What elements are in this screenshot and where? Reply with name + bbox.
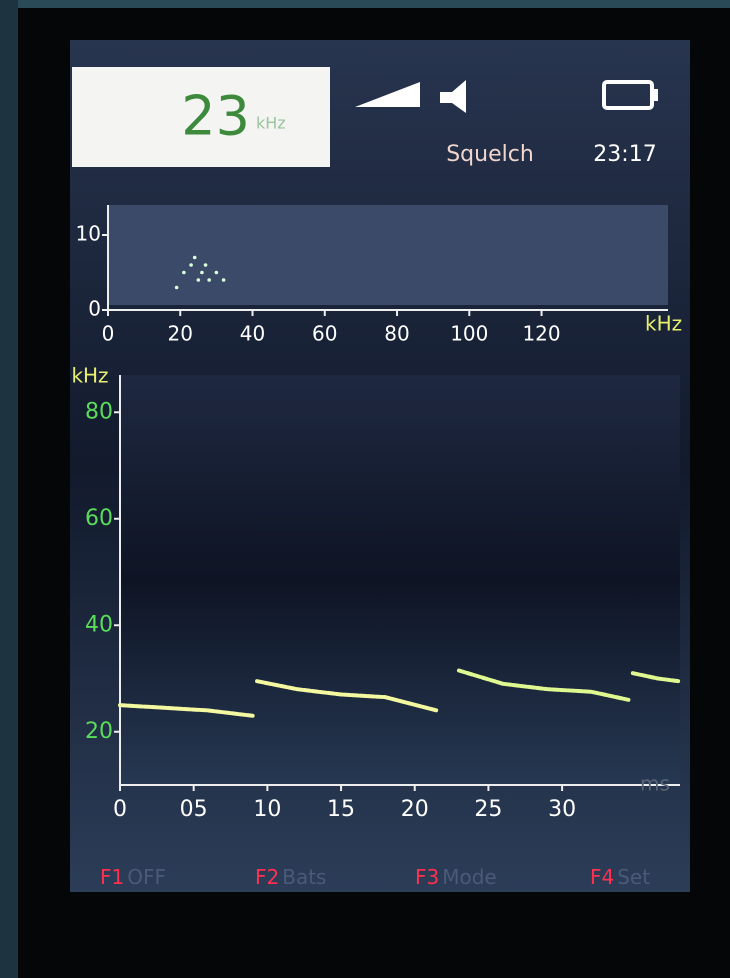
y-tick-label: 40 bbox=[85, 612, 113, 637]
key-label: Set bbox=[617, 865, 650, 889]
point bbox=[200, 271, 204, 275]
y-tick-label: 80 bbox=[85, 399, 113, 424]
x-tick-label: 100 bbox=[450, 322, 488, 346]
bezel-edge bbox=[0, 0, 730, 8]
clock: 23:17 bbox=[593, 142, 656, 167]
x-tick-label: 20 bbox=[168, 322, 193, 346]
point bbox=[204, 263, 208, 267]
x-tick-label: 15 bbox=[327, 797, 355, 822]
point bbox=[207, 278, 211, 282]
x-tick-label: 30 bbox=[548, 797, 576, 822]
y-tick-label: 10 bbox=[76, 222, 101, 246]
key-label: Mode bbox=[442, 865, 497, 889]
key-name: F2 bbox=[255, 865, 279, 889]
y-axis-label: kHz bbox=[71, 364, 108, 388]
x-tick-label: 05 bbox=[180, 797, 208, 822]
y-tick-label: 60 bbox=[85, 506, 113, 531]
x-tick-label: 10 bbox=[253, 797, 281, 822]
key-name: F4 bbox=[590, 865, 614, 889]
x-tick-label: 0 bbox=[113, 797, 127, 822]
bezel-edge bbox=[0, 0, 18, 978]
status: Squelch bbox=[446, 142, 534, 167]
key-label: Bats bbox=[282, 865, 326, 889]
x-tick-label: 0 bbox=[102, 322, 115, 346]
y-tick-label: 0 bbox=[88, 297, 101, 321]
x-tick-label: 120 bbox=[522, 322, 560, 346]
frequency-unit: kHz bbox=[256, 114, 286, 133]
key-name: F3 bbox=[415, 865, 439, 889]
x-tick-label: 40 bbox=[240, 322, 265, 346]
key-name: F1 bbox=[100, 865, 124, 889]
x-tick-label: 60 bbox=[312, 322, 337, 346]
x-tick-label: 25 bbox=[474, 797, 502, 822]
point bbox=[182, 271, 186, 275]
x-tick-label: 20 bbox=[401, 797, 429, 822]
key-label: OFF bbox=[127, 865, 166, 889]
point bbox=[193, 256, 197, 260]
device-screen: 23 kHz Squelch 23:17 F1OFF F2Bats F3Mode F4… bbox=[0, 0, 730, 978]
point bbox=[222, 278, 226, 282]
page: 23 kHz Squelch 23:17 F1OFF F2Bats F3Mode F4… bbox=[0, 0, 730, 978]
frequency: 23 bbox=[181, 85, 250, 148]
point bbox=[215, 271, 219, 275]
point bbox=[175, 286, 179, 290]
battery-tip bbox=[652, 89, 658, 101]
x-tick-label: 80 bbox=[384, 322, 409, 346]
spectrogram-plot bbox=[120, 375, 680, 785]
spectrum-plot bbox=[108, 205, 668, 305]
point bbox=[189, 263, 193, 267]
x-axis-label: ms bbox=[640, 772, 670, 796]
point bbox=[197, 278, 201, 282]
y-tick-label: 20 bbox=[85, 719, 113, 744]
x-axis-label: kHz bbox=[645, 312, 682, 336]
